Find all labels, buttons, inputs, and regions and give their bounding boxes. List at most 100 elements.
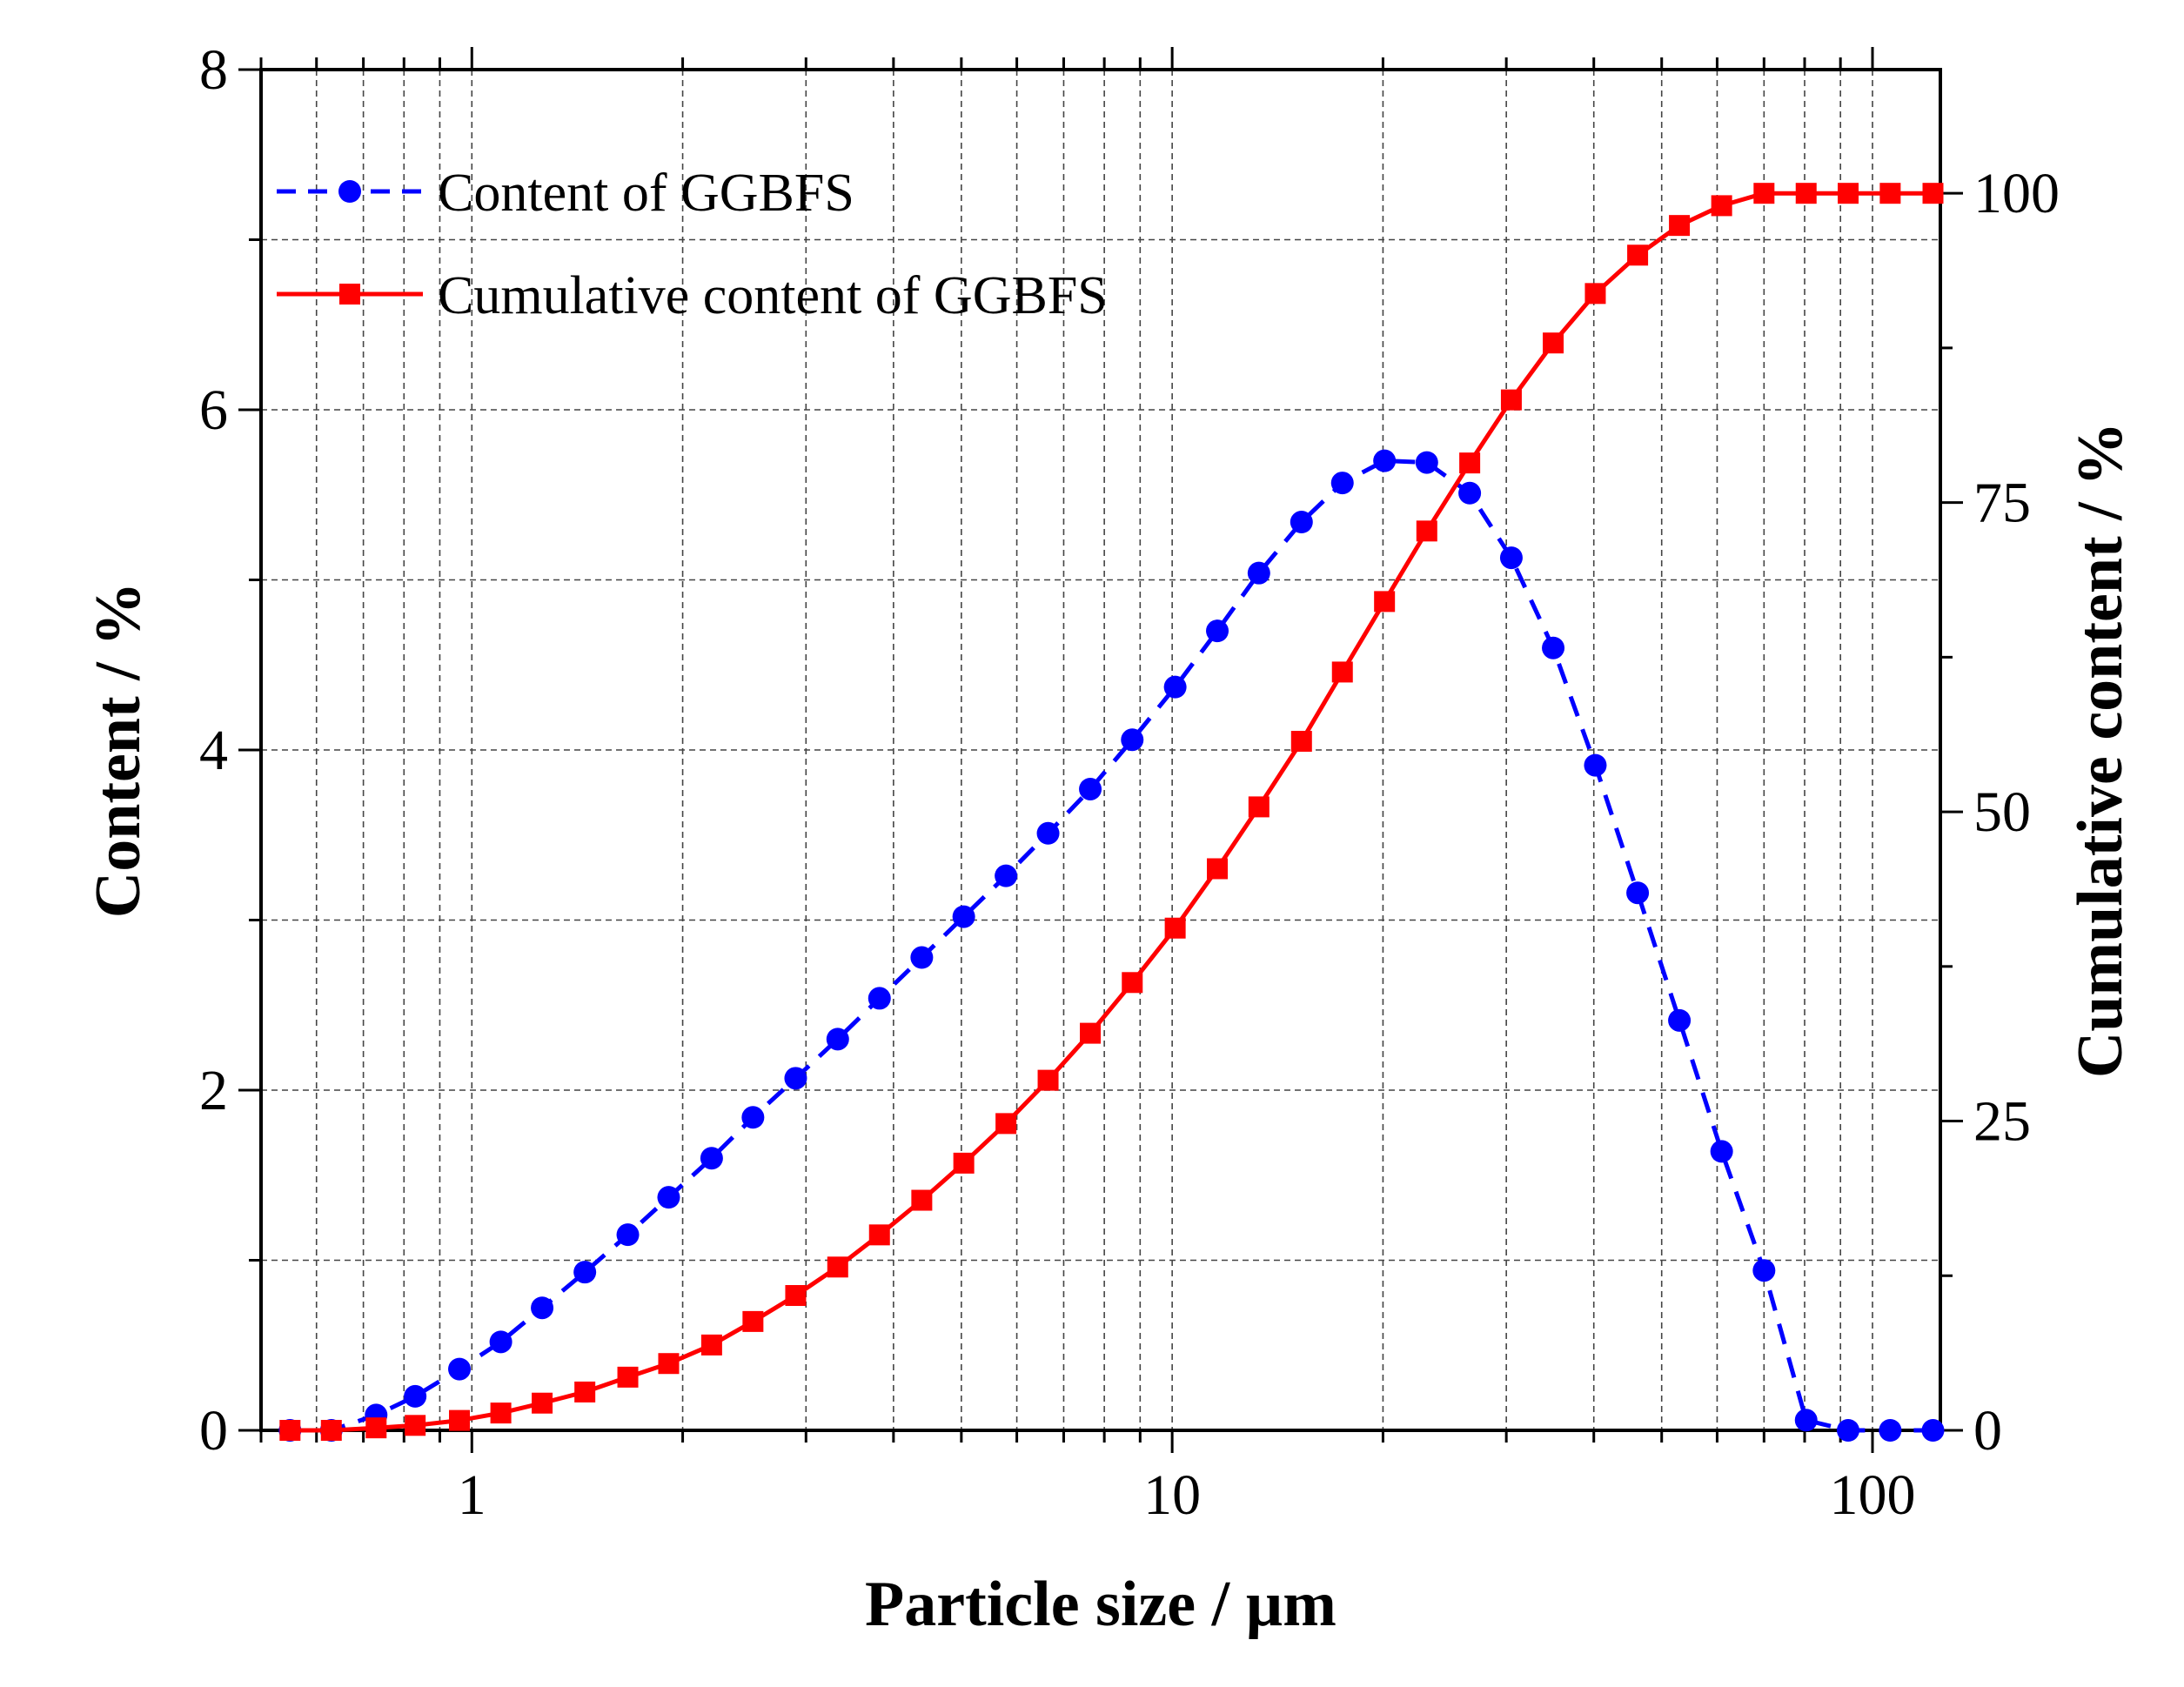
data-point: [1079, 777, 1102, 800]
data-point: [657, 1186, 680, 1209]
data-point: [1248, 796, 1270, 818]
data-point: [1753, 183, 1775, 204]
data-point: [995, 1113, 1017, 1135]
data-point: [1795, 183, 1817, 204]
data-point: [658, 1353, 680, 1375]
data-point: [1837, 183, 1859, 204]
x-tick-label: 1: [458, 1463, 486, 1527]
data-point: [617, 1366, 639, 1388]
y-tick-label: 6: [199, 378, 228, 442]
series-line: [290, 459, 1933, 1433]
y2-tick-label: 50: [1973, 780, 2031, 844]
x-axis-title: Particle size / µm: [865, 1569, 1337, 1640]
data-point: [700, 1147, 723, 1170]
data-point: [405, 1415, 426, 1436]
data-point: [574, 1381, 596, 1402]
grid: [260, 70, 1940, 1430]
data-point: [1879, 1419, 1902, 1442]
data-point: [1080, 1022, 1102, 1044]
data-point: [1330, 472, 1354, 495]
x-tick-label: 100: [1830, 1463, 1916, 1527]
data-point: [531, 1296, 554, 1320]
data-point: [1121, 728, 1144, 752]
data-point: [741, 1106, 765, 1129]
y-tick-label: 2: [199, 1059, 228, 1122]
data-point: [910, 946, 934, 969]
data-point: [1206, 619, 1229, 643]
data-point: [952, 905, 975, 928]
data-point: [1499, 546, 1523, 570]
y2-tick-label: 0: [1973, 1399, 2002, 1463]
data-point: [826, 1028, 849, 1051]
y-tick-label: 8: [199, 38, 228, 102]
data-point: [1373, 449, 1397, 472]
data-point: [1331, 661, 1353, 683]
data-point: [742, 1310, 764, 1332]
data-point: [1752, 1259, 1776, 1282]
data-point: [784, 1067, 807, 1090]
y2-tick-label: 100: [1973, 162, 2060, 225]
legend-content-label: Content of GGBFS: [438, 164, 854, 223]
data-point: [1836, 1419, 1859, 1442]
data-point: [1207, 858, 1229, 880]
data-point: [911, 1189, 933, 1211]
data-point: [995, 864, 1018, 887]
data-point: [1710, 1140, 1733, 1163]
data-point: [1122, 972, 1143, 994]
data-point: [1290, 511, 1313, 534]
y2-tick-label: 25: [1973, 1090, 2031, 1154]
legend-cumulative-marker: [339, 284, 360, 305]
legend: Content of GGBFS Cumulative content of G…: [277, 164, 1108, 325]
data-point: [700, 1334, 722, 1356]
legend-content-marker: [338, 180, 361, 203]
data-point: [868, 987, 891, 1010]
data-point: [1794, 1409, 1818, 1432]
data-point: [279, 1420, 301, 1441]
data-point: [1290, 731, 1312, 753]
series-line: [290, 191, 1933, 1433]
data-point: [532, 1392, 553, 1414]
data-point: [1543, 332, 1564, 354]
data-point: [827, 1256, 848, 1278]
data-point: [404, 1384, 427, 1408]
x-tick-label: 10: [1143, 1463, 1201, 1527]
data-point: [1626, 881, 1650, 905]
series-cumulative: [279, 183, 1944, 1441]
data-point: [953, 1152, 975, 1174]
data-point: [1500, 389, 1522, 411]
data-point: [365, 1417, 387, 1439]
data-point: [1711, 195, 1732, 217]
data-point: [489, 1330, 513, 1354]
data-point: [785, 1285, 807, 1307]
legend-entry-content: Content of GGBFS: [277, 164, 854, 223]
data-point: [1879, 183, 1901, 204]
data-point: [573, 1261, 597, 1284]
data-point: [1584, 283, 1606, 305]
data-point: [449, 1409, 471, 1431]
data-point: [320, 1420, 342, 1441]
data-point: [1584, 753, 1607, 777]
data-point: [1542, 636, 1565, 659]
data-point: [1416, 520, 1437, 542]
series-layer: [278, 183, 1945, 1442]
y-axis-title: Content / %: [83, 582, 154, 918]
data-point: [1459, 452, 1481, 474]
ticks: 1 10 100 0 2 4 6 8 0 25 50 75 100: [199, 38, 2060, 1527]
y2-tick-label: 75: [1973, 472, 2031, 535]
data-point: [448, 1357, 472, 1381]
data-point: [1922, 183, 1944, 204]
data-point: [1415, 451, 1438, 474]
data-point: [1163, 675, 1187, 699]
y-tick-label: 0: [199, 1399, 228, 1463]
data-point: [616, 1223, 640, 1247]
data-point: [1627, 244, 1649, 266]
data-point: [1668, 1008, 1692, 1032]
data-point: [490, 1402, 512, 1424]
data-point: [1458, 481, 1482, 505]
data-point: [1164, 917, 1186, 939]
y-tick-label: 4: [199, 719, 228, 782]
y2-axis-title: Cumulative content / %: [2065, 422, 2136, 1078]
legend-entry-cumulative: Cumulative content of GGBFS: [277, 266, 1108, 325]
data-point: [1247, 561, 1270, 585]
